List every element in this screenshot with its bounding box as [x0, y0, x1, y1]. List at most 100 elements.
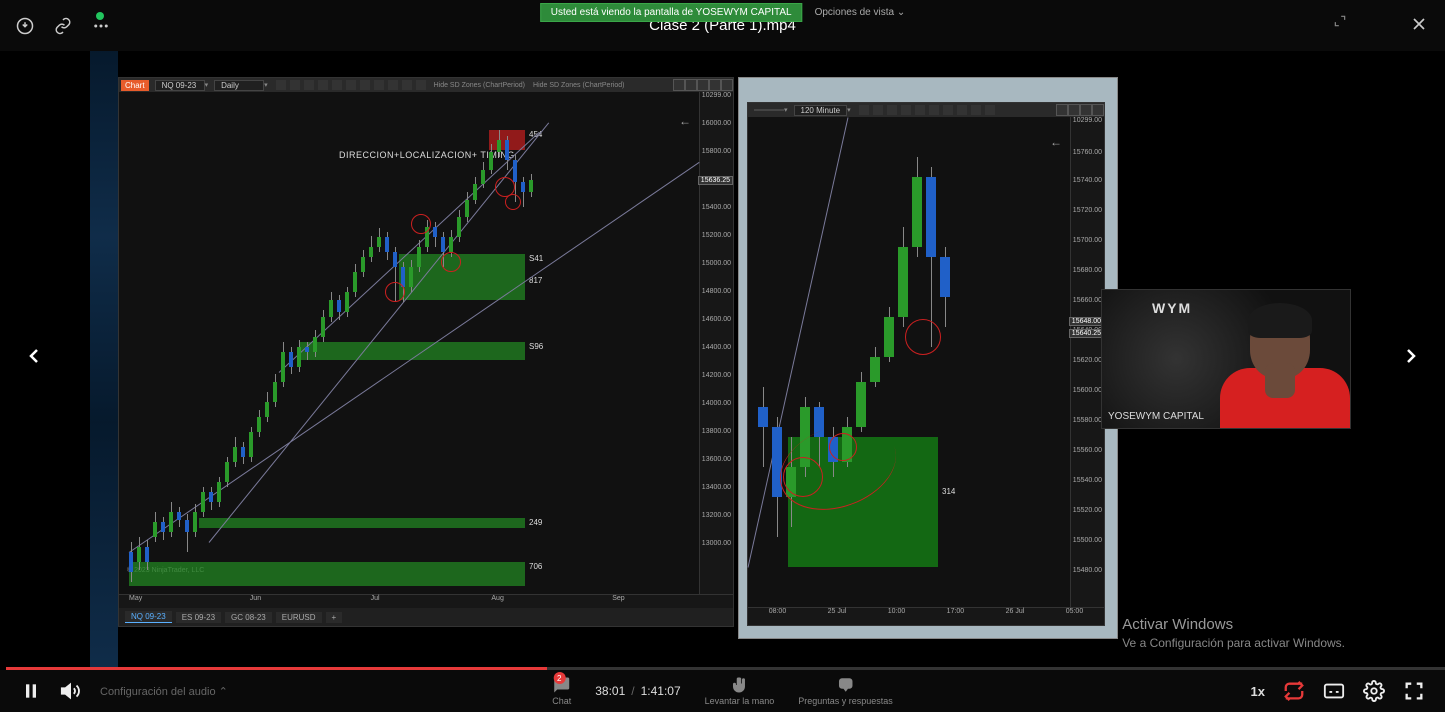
annotation-circle: [505, 194, 521, 210]
ytick: 13800.00: [702, 428, 731, 435]
watermark-line1: Activar Windows: [1122, 614, 1345, 635]
tool-icon[interactable]: [374, 80, 384, 90]
ytick: 13000.00: [702, 540, 731, 547]
tool-icon[interactable]: [971, 105, 981, 115]
close-window-icon[interactable]: [1092, 104, 1104, 116]
add-tab-button[interactable]: +: [326, 612, 343, 623]
zoom-view-options[interactable]: Opciones de vista ⌄: [815, 7, 906, 18]
timeframe-select-r[interactable]: 120 Minute: [794, 105, 848, 116]
maximize-icon[interactable]: [709, 79, 721, 91]
back-arrow-icon[interactable]: ←: [679, 114, 691, 128]
tool-icon[interactable]: [943, 105, 953, 115]
timeframe-select[interactable]: Daily: [214, 80, 264, 91]
tool-icon[interactable]: [957, 105, 967, 115]
dropdown-icon[interactable]: [673, 79, 685, 91]
download-icon[interactable]: [16, 17, 34, 35]
zoom-banner-text: Usted está viendo la pantalla de YOSEWYM…: [540, 3, 803, 22]
speed-button[interactable]: 1x: [1251, 684, 1265, 699]
ytick: 15520.00: [1073, 507, 1102, 514]
ytick: 15700.00: [1073, 237, 1102, 244]
maximize-icon[interactable]: [1080, 104, 1092, 116]
symbol-select-r[interactable]: [754, 109, 784, 111]
tool-icon[interactable]: [318, 80, 328, 90]
price-tag: 15640.25: [1069, 329, 1104, 338]
current-time: 38:01: [595, 684, 625, 698]
ytick: 15800.00: [702, 148, 731, 155]
expand-icon[interactable]: [1333, 14, 1347, 28]
tool-icon[interactable]: [388, 80, 398, 90]
hide-zones-2[interactable]: Hide SD Zones (ChartPeriod): [533, 82, 624, 89]
prev-arrow[interactable]: [20, 342, 48, 370]
window-buttons: [673, 79, 733, 91]
chart-tab[interactable]: EURUSD: [276, 612, 322, 623]
minimize-icon[interactable]: [1056, 104, 1068, 116]
chart-left-yaxis: 10299.0016000.0015800.0015600.0015400.00…: [699, 92, 733, 594]
total-time: 1:41:07: [641, 684, 681, 698]
tool-icon[interactable]: [929, 105, 939, 115]
link-icon[interactable]: [54, 17, 72, 35]
webcam-panel[interactable]: WYM YOSEWYM CAPITAL: [1101, 289, 1351, 429]
tool-icon[interactable]: [859, 105, 869, 115]
fullscreen-button[interactable]: [1403, 680, 1425, 702]
next-arrow[interactable]: [1397, 342, 1425, 370]
chart-right-xaxis: 08:0025 Jul10:0017:0026 Jul05:00: [748, 607, 1104, 621]
ytick: 15720.00: [1073, 207, 1102, 214]
tool-icon[interactable]: [873, 105, 883, 115]
webcam-person: [1220, 298, 1350, 428]
hide-zones-1[interactable]: Hide SD Zones (ChartPeriod): [434, 82, 525, 89]
chart-tab[interactable]: GC 08-23: [225, 612, 272, 623]
close-icon[interactable]: [1409, 14, 1429, 34]
ytick: 15200.00: [702, 232, 731, 239]
ytick: 15540.00: [1073, 477, 1102, 484]
ytick: 15760.00: [1073, 149, 1102, 156]
chart-left-body: DIRECCION+LOCALIZACION+ TIMING ← 10299.0…: [119, 92, 733, 594]
tool-icon[interactable]: [276, 80, 286, 90]
chart-chip: Chart: [121, 80, 149, 91]
tool-icon[interactable]: [985, 105, 995, 115]
tool-icon[interactable]: [915, 105, 925, 115]
symbol-select[interactable]: NQ 09-23: [155, 80, 205, 91]
raise-hand-button[interactable]: Levantar la mano: [705, 676, 775, 706]
settings-button[interactable]: [1363, 680, 1385, 702]
chart-tools: [276, 80, 426, 90]
audio-config[interactable]: Configuración del audio ⌃: [100, 685, 228, 698]
price-tag: 15648.00: [1069, 317, 1104, 326]
tool-icon[interactable]: [290, 80, 300, 90]
volume-button[interactable]: [60, 680, 82, 702]
zone-label: 706: [529, 562, 542, 571]
loop-button[interactable]: [1283, 680, 1305, 702]
chart-tab[interactable]: NQ 09-23: [125, 611, 172, 623]
ytick: 15400.00: [702, 204, 731, 211]
minimize-icon[interactable]: [685, 79, 697, 91]
time-display: 38:01 / 1:41:07: [595, 684, 680, 698]
tool-icon[interactable]: [416, 80, 426, 90]
chat-button[interactable]: 2 Chat: [552, 676, 571, 706]
restore-icon[interactable]: [697, 79, 709, 91]
zoom-sharing-banner: Usted está viendo la pantalla de YOSEWYM…: [540, 3, 906, 22]
ytick: 16000.00: [702, 120, 731, 127]
xtick: Aug: [491, 595, 612, 608]
price-tag: 15636.25: [698, 176, 733, 185]
close-window-icon[interactable]: [721, 79, 733, 91]
ytick: 15480.00: [1073, 567, 1102, 574]
restore-icon[interactable]: [1068, 104, 1080, 116]
tool-icon[interactable]: [901, 105, 911, 115]
tool-icon[interactable]: [402, 80, 412, 90]
qa-button[interactable]: Preguntas y respuestas: [798, 676, 893, 706]
chat-label: Chat: [552, 696, 571, 706]
xtick: 17:00: [947, 608, 965, 621]
tool-icon[interactable]: [360, 80, 370, 90]
xtick: May: [129, 595, 250, 608]
zone-label: 314: [942, 487, 955, 496]
ytick: 15660.00: [1073, 297, 1102, 304]
ytick: 15500.00: [1073, 537, 1102, 544]
back-arrow-icon[interactable]: ←: [1050, 135, 1062, 149]
ytick: 14800.00: [702, 288, 731, 295]
chart-tab[interactable]: ES 09-23: [176, 612, 221, 623]
tool-icon[interactable]: [304, 80, 314, 90]
tool-icon[interactable]: [346, 80, 356, 90]
tool-icon[interactable]: [887, 105, 897, 115]
tool-icon[interactable]: [332, 80, 342, 90]
pause-button[interactable]: [20, 680, 42, 702]
captions-button[interactable]: [1323, 680, 1345, 702]
